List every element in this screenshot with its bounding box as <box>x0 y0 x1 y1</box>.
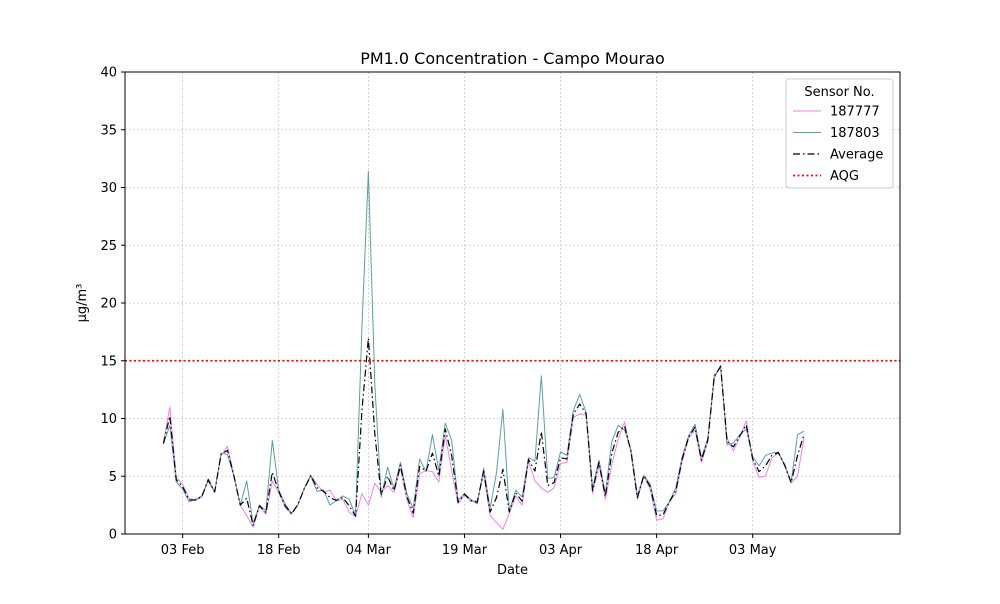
chart-title: PM1.0 Concentration - Campo Mourao <box>360 49 665 68</box>
legend-label-187777: 187777 <box>830 105 880 120</box>
x-tick-label: 03 Feb <box>161 543 205 558</box>
legend-label-aqg: AQG <box>830 169 859 184</box>
x-tick-label: 18 Apr <box>635 543 679 558</box>
legend-box <box>785 78 894 189</box>
y-tick-label: 15 <box>100 354 117 369</box>
x-axis: 03 Feb 18 Feb 04 Mar 19 Mar 03 Apr 18 Apr 03 M… <box>161 534 777 558</box>
legend: Sensor No. 187777 187803 Average AQG <box>785 78 894 189</box>
x-tick-label: 18 Feb <box>257 543 301 558</box>
y-tick-label: 5 <box>109 470 117 485</box>
legend-label-average: Average <box>830 148 883 163</box>
series-group <box>125 170 900 530</box>
x-tick-label: 03 May <box>729 543 777 558</box>
legend-label-187803: 187803 <box>830 126 880 141</box>
legend-items: 187777 187803 Average AQG <box>793 105 883 184</box>
y-tick-label: 20 <box>100 297 117 312</box>
y-tick-label: 0 <box>109 528 117 543</box>
x-tick-label: 03 Apr <box>539 543 583 558</box>
x-tick-label: 04 Mar <box>346 543 392 558</box>
x-axis-label: Date <box>497 563 528 578</box>
y-tick-label: 25 <box>100 239 117 254</box>
y-tick-label: 35 <box>100 123 117 138</box>
y-tick-label: 10 <box>100 412 117 427</box>
y-tick-label: 40 <box>100 66 117 81</box>
x-tick-label: 19 Mar <box>442 543 488 558</box>
y-axis: 0 5 10 15 20 25 30 35 40 <box>100 66 125 543</box>
series-line-average <box>162 337 805 526</box>
y-axis-label: µg/m³ <box>75 284 90 323</box>
legend-title: Sensor No. <box>804 85 874 100</box>
y-tick-label: 30 <box>100 181 117 196</box>
